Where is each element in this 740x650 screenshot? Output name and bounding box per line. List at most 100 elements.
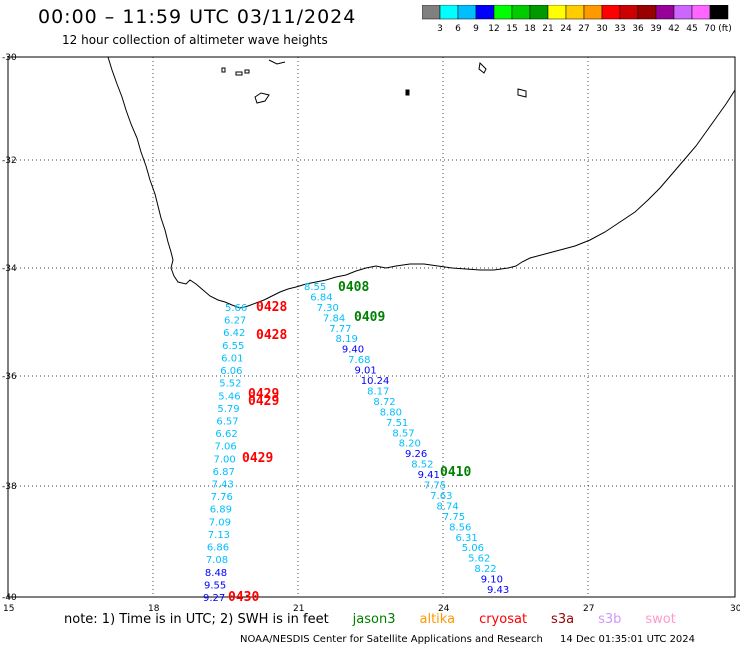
map-title: 00:00 – 11:59 UTC 03/11/2024 (38, 6, 357, 28)
swh-value: 7.51 (386, 418, 408, 429)
swh-value: 7.43 (212, 480, 234, 491)
lat-label: -34 (2, 264, 17, 274)
satellite-legend-item: altika (419, 612, 456, 627)
swh-value: 8.19 (336, 334, 358, 345)
swh-value: 10.24 (361, 376, 390, 387)
lon-label: 27 (583, 604, 594, 614)
swh-value: 7.00 (214, 454, 236, 465)
swh-value: 8.74 (437, 501, 459, 512)
swh-value: 7.75 (424, 481, 446, 492)
island (235, 71, 243, 76)
legend-label: 15 (506, 24, 517, 34)
legend-label: 42 (668, 24, 679, 34)
legend-label: 3 (437, 24, 443, 34)
pass-time-label: 0410 (440, 465, 471, 480)
swh-value: 9.10 (481, 575, 503, 586)
legend-label: 21 (542, 24, 553, 34)
legend-label: 33 (614, 24, 625, 34)
swh-value: 6.01 (221, 353, 243, 364)
lat-label: -38 (2, 482, 17, 492)
swh-value: 7.09 (209, 517, 231, 528)
lon-label: 21 (293, 604, 304, 614)
west-track: 5.66 6.276.42 6.556.01 6.06 5.525.46 5.796.57… (203, 303, 247, 604)
island (221, 67, 226, 73)
graticule (8, 57, 735, 597)
lat-label: -36 (2, 372, 17, 382)
footer: NOAA/NESDIS Center for Satellite Applica… (240, 634, 709, 645)
longitude-labels: 15 18 21 24 27 30 (3, 604, 740, 614)
swh-value: 6.86 (207, 543, 229, 554)
satellite-legend-item: s3a (551, 612, 575, 627)
swh-value: 8.52 (411, 460, 433, 471)
swh-value: 7.63 (430, 491, 452, 502)
swh-value: 8.55 (304, 282, 326, 293)
swh-value: 9.01 (354, 366, 376, 377)
footer-timestamp: 14 Dec 01:35:01 UTC 2024 (560, 634, 696, 645)
swh-value: 7.30 (317, 303, 339, 314)
swh-value: 8.17 (367, 386, 389, 397)
pass-time-label: 0430 (228, 590, 259, 605)
swh-value: 8.48 (205, 568, 227, 579)
legend-label: 70 (704, 24, 716, 34)
legend-label: 9 (473, 24, 479, 34)
note: note: 1) Time is in UTC; 2) SWH is in fe… (64, 612, 682, 627)
legend-label: 45 (686, 24, 697, 34)
coastline (107, 56, 736, 309)
swh-value: 8.72 (373, 397, 395, 408)
swh-value: 6.62 (215, 429, 237, 440)
swh-value: 6.89 (210, 505, 232, 516)
legend-label: 18 (524, 24, 536, 34)
island (478, 61, 487, 74)
legend-label: 30 (596, 24, 608, 34)
swh-value: 5.52 (219, 379, 241, 390)
swh-value: 9.27 (203, 593, 225, 604)
island (268, 59, 286, 65)
swh-value: 7.68 (348, 355, 370, 366)
pass-time-label: 0429 (248, 394, 279, 409)
map-subtitle: 12 hour collection of altimeter wave hei… (62, 33, 328, 47)
swh-value: 8.20 (399, 439, 421, 450)
legend-label: 36 (632, 24, 644, 34)
swh-value: 5.66 (225, 303, 247, 314)
swh-value: 6.57 (216, 416, 238, 427)
swh-value: 9.26 (405, 449, 427, 460)
swh-value: 9.40 (342, 345, 364, 356)
lon-label: 15 (3, 604, 14, 614)
lon-label: 18 (148, 604, 160, 614)
swh-value: 5.62 (468, 554, 490, 565)
swh-value: 8.57 (392, 428, 414, 439)
island (254, 92, 270, 104)
swh-value: 7.77 (329, 324, 351, 335)
lon-label: 24 (438, 604, 450, 614)
pass-time-label: 0409 (354, 310, 385, 325)
legend-swatch (709, 5, 729, 20)
swh-value: 9.43 (487, 585, 509, 596)
swh-value: 8.80 (380, 407, 402, 418)
lat-label: -32 (2, 156, 17, 166)
lat-label: -40 (2, 593, 17, 603)
pass-time-label: 0429 (242, 451, 273, 466)
swh-value: 7.75 (443, 512, 465, 523)
swh-value: 9.41 (418, 470, 440, 481)
island (244, 69, 250, 74)
legend-label: (ft) (718, 24, 732, 34)
satellite-legend-item: s3b (598, 612, 622, 627)
footer-org: NOAA/NESDIS Center for Satellite Applica… (240, 634, 543, 645)
swh-value: 5.46 (218, 391, 240, 402)
swh-value: 7.13 (208, 530, 230, 541)
latitude-labels: -30 -32 -34 -36 -38 -40 (2, 53, 17, 603)
satellite-legend-item: jason3 (352, 612, 396, 627)
swh-value: 6.87 (213, 467, 235, 478)
lat-label: -30 (2, 53, 17, 63)
pass-time-label: 0428 (256, 328, 287, 343)
pass-time-label: 0429 (248, 387, 279, 402)
swh-value: 6.42 (223, 328, 245, 339)
satellite-legend-item: swot (645, 612, 676, 627)
swh-value: 8.22 (474, 564, 496, 575)
lon-label: 30 (730, 604, 740, 614)
swh-value: 7.06 (214, 442, 236, 453)
note-text: note: 1) Time is in UTC; 2) SWH is in fe… (64, 612, 329, 627)
satellite-legend-item: cryosat (479, 612, 528, 627)
